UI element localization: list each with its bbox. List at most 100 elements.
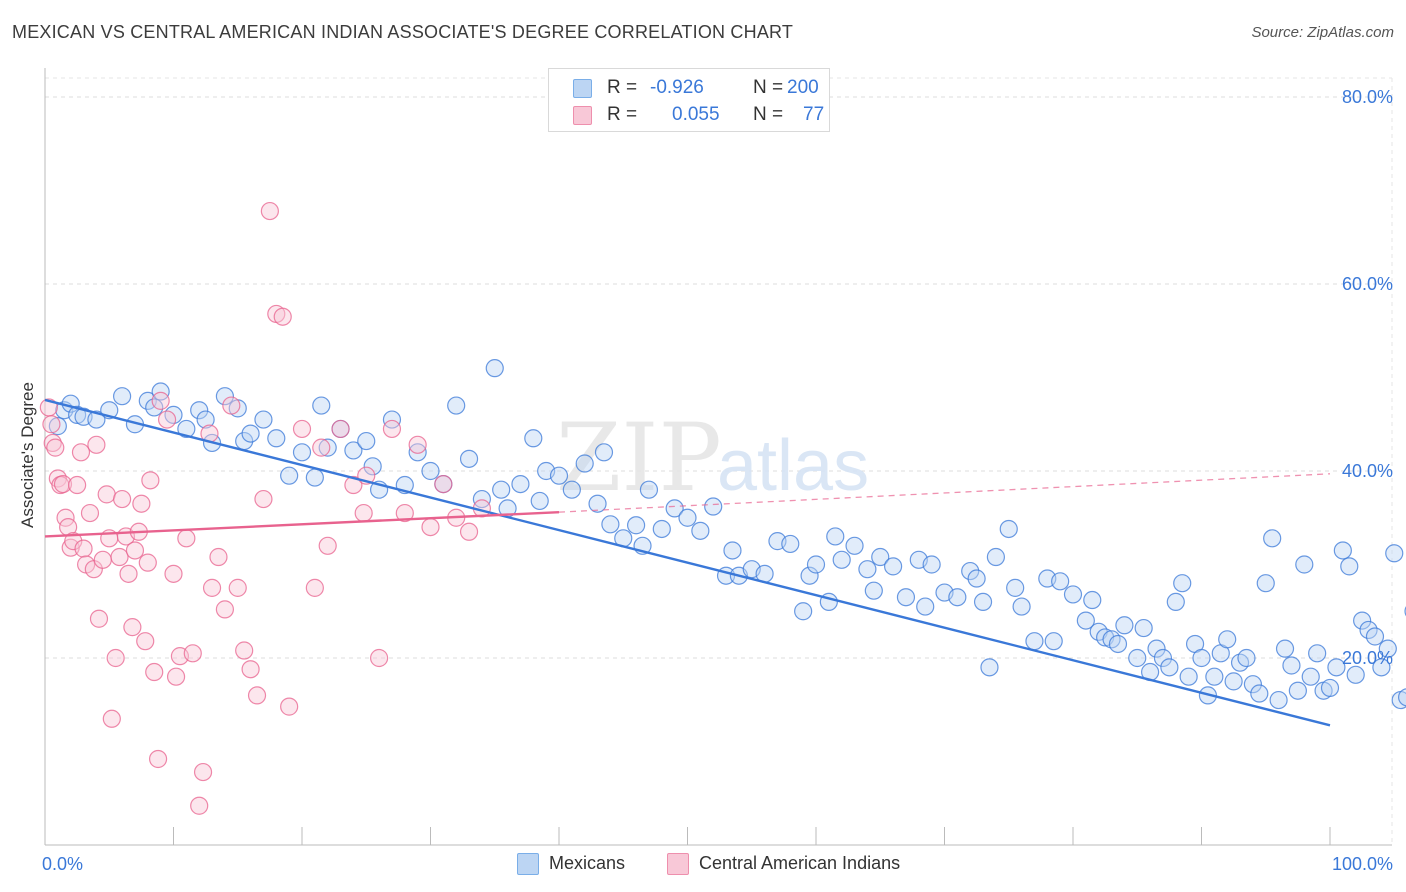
- data-point: [408, 435, 427, 454]
- data-point: [344, 441, 363, 460]
- data-point: [87, 410, 106, 429]
- data-point: [858, 560, 877, 579]
- data-point: [511, 474, 530, 494]
- data-point: [1263, 529, 1282, 548]
- data-point: [459, 449, 479, 468]
- data-point: [1153, 648, 1173, 668]
- data-point: [800, 566, 819, 585]
- legend-r-value-central-american-indians: 0.055: [672, 104, 720, 125]
- data-point: [1083, 590, 1102, 610]
- data-point: [193, 762, 213, 782]
- x-tick-label-end: 100.0%: [1332, 854, 1393, 874]
- data-point: [1359, 620, 1378, 640]
- data-point: [112, 387, 132, 406]
- data-point: [447, 396, 466, 415]
- data-point: [806, 555, 826, 574]
- legend-n-value-central-american-indians: 77: [803, 104, 825, 125]
- data-point: [896, 588, 916, 607]
- data-point: [1147, 639, 1166, 658]
- data-point: [1301, 667, 1320, 686]
- data-point: [123, 618, 142, 637]
- data-point: [148, 749, 168, 769]
- data-point: [125, 541, 145, 560]
- series-central-american-indians: [39, 201, 491, 815]
- data-point: [215, 600, 234, 619]
- data-point: [652, 519, 671, 539]
- data-point: [254, 489, 273, 509]
- data-point: [588, 494, 607, 513]
- data-point: [318, 536, 337, 555]
- bottom-legend-label-central-american-indians: Central American Indians: [699, 853, 901, 873]
- data-point: [247, 686, 267, 705]
- y-tick-label: 80.0%: [1342, 87, 1393, 107]
- data-point: [1275, 639, 1295, 658]
- data-point: [421, 461, 440, 481]
- data-point: [1340, 557, 1359, 576]
- data-point: [530, 491, 549, 511]
- data-point: [1192, 648, 1211, 668]
- data-point: [1398, 688, 1406, 707]
- data-point: [241, 660, 260, 679]
- data-point: [1237, 648, 1256, 668]
- data-point: [883, 557, 903, 576]
- data-point: [1063, 585, 1083, 604]
- data-point: [292, 443, 312, 462]
- data-point: [292, 419, 312, 439]
- data-point: [354, 503, 373, 523]
- data-point: [48, 417, 67, 436]
- data-point: [1108, 634, 1128, 654]
- data-point: [1173, 574, 1192, 593]
- data-point: [832, 550, 851, 569]
- watermark-atlas: atlas: [717, 426, 869, 506]
- data-point: [434, 474, 453, 494]
- data-point: [999, 519, 1018, 539]
- bottom-legend-swatch-central-american-indians: [667, 853, 689, 875]
- data-point: [973, 592, 993, 612]
- data-point: [1076, 611, 1095, 630]
- data-point: [235, 641, 254, 660]
- trend-line-dashed: [558, 473, 1331, 513]
- data-point: [344, 475, 363, 495]
- watermark-zip: ZIP: [556, 404, 722, 513]
- data-point: [1295, 555, 1314, 574]
- data-point: [408, 443, 427, 462]
- data-point: [209, 547, 228, 567]
- data-point: [1385, 544, 1404, 563]
- data-point: [961, 561, 980, 581]
- y-tick-label: 40.0%: [1342, 461, 1393, 481]
- data-point: [312, 438, 331, 457]
- data-point: [68, 475, 87, 495]
- data-point: [157, 410, 177, 429]
- data-point: [254, 410, 273, 429]
- legend-n-label: N =: [753, 77, 784, 98]
- data-point: [967, 569, 986, 588]
- data-point: [119, 564, 138, 583]
- data-point: [1128, 648, 1147, 668]
- data-point: [136, 632, 155, 651]
- data-point: [138, 553, 157, 572]
- axes: [44, 68, 1392, 846]
- legend: R = -0.926 N = 200 R = 0.055 N = 77: [548, 68, 830, 132]
- data-point: [280, 466, 299, 485]
- data-point: [395, 503, 414, 523]
- data-point: [370, 648, 389, 668]
- data-point: [1346, 665, 1365, 684]
- data-point: [138, 391, 157, 410]
- data-point: [524, 429, 543, 448]
- data-point: [665, 499, 684, 518]
- data-point: [102, 709, 121, 728]
- data-point: [112, 489, 132, 509]
- trend-line: [44, 510, 560, 538]
- data-point: [241, 424, 260, 443]
- data-point: [1134, 618, 1153, 638]
- source-label: Source: ZipAtlas.com: [1251, 24, 1394, 41]
- data-point: [1378, 639, 1397, 658]
- data-point: [601, 515, 620, 534]
- data-point: [781, 534, 800, 554]
- bottom-legend-swatch-mexicans: [517, 853, 539, 875]
- data-point: [141, 471, 160, 490]
- legend-n-label: N =: [753, 104, 784, 125]
- data-point: [794, 602, 813, 621]
- data-point: [97, 485, 116, 504]
- watermark: ZIP atlas: [556, 404, 869, 513]
